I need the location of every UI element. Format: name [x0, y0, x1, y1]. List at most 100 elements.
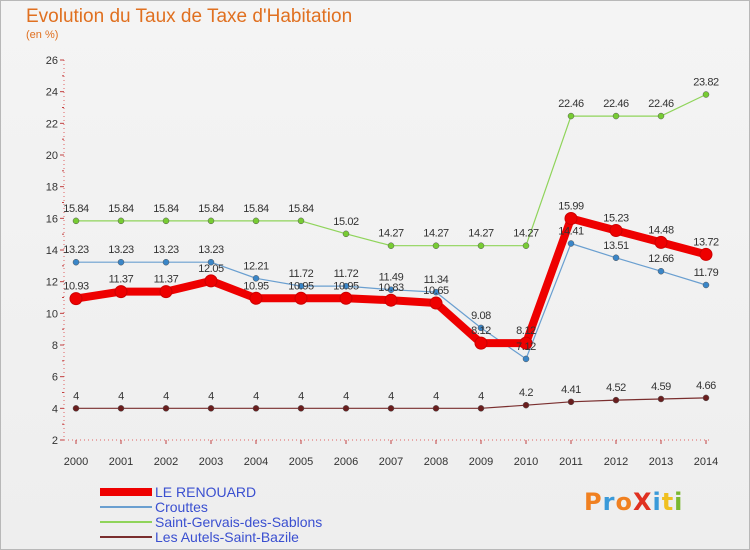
legend-item-saint-gervais: Saint-Gervais-des-Sablons — [100, 515, 400, 530]
data-point — [702, 394, 710, 402]
data-point — [117, 405, 125, 412]
legend-label-le-renouard: LE RENOUARD — [155, 484, 257, 500]
data-point — [429, 296, 443, 310]
x-tick-label: 2006 — [334, 456, 358, 468]
data-label: 10.83 — [378, 282, 404, 294]
chart-legend: LE RENOUARD Crouttes Saint-Gervais-des-S… — [100, 485, 400, 545]
legend-item-le-renouard: LE RENOUARD — [100, 485, 400, 500]
y-tick-label: 14 — [46, 245, 58, 257]
legend-label-les-autels: Les Autels-Saint-Bazile — [155, 529, 299, 545]
y-tick-label: 10 — [46, 308, 58, 320]
data-point — [297, 217, 305, 225]
data-point — [249, 291, 263, 305]
data-label: 14.27 — [513, 228, 539, 240]
data-point — [657, 267, 665, 275]
data-label: 4 — [478, 390, 484, 402]
data-point — [207, 258, 215, 266]
x-tick-label: 2010 — [514, 456, 538, 468]
y-tick-label: 20 — [46, 150, 58, 162]
y-tick-label: 12 — [46, 277, 58, 289]
data-label: 4 — [253, 390, 259, 402]
data-point — [657, 112, 665, 120]
logo-letter: i — [674, 488, 684, 516]
data-label: 10.65 — [423, 285, 449, 297]
data-point — [432, 288, 440, 296]
data-label: 4 — [208, 390, 214, 402]
data-label: 15.02 — [333, 216, 359, 228]
data-point — [522, 355, 530, 363]
data-label: 15.84 — [153, 203, 179, 215]
data-label: 13.23 — [63, 244, 89, 256]
data-label: 22.46 — [558, 98, 584, 110]
data-label: 7.12 — [516, 341, 536, 353]
data-point — [72, 258, 80, 266]
data-label: 11.72 — [289, 268, 314, 280]
data-label: 15.84 — [108, 203, 134, 215]
y-tick-label: 22 — [46, 118, 58, 130]
logo-letter: t — [661, 488, 675, 516]
data-point — [387, 405, 395, 412]
x-tick-label: 2013 — [649, 456, 673, 468]
legend-swatch-les-autels — [100, 536, 152, 538]
data-point — [297, 282, 305, 290]
data-label: 9.08 — [471, 310, 491, 322]
data-point — [609, 224, 623, 238]
data-point — [162, 258, 170, 266]
y-tick-label: 18 — [46, 182, 58, 194]
x-tick-label: 2004 — [244, 456, 268, 468]
logo-letter: r — [602, 488, 616, 516]
logo-letter: X — [632, 488, 653, 516]
data-point — [117, 258, 125, 266]
data-point — [117, 217, 125, 225]
data-label: 4.52 — [606, 382, 626, 394]
data-point — [342, 230, 350, 238]
logo-letter: i — [652, 488, 662, 516]
data-point — [654, 235, 668, 249]
series-2 — [72, 91, 710, 249]
data-point — [477, 405, 485, 412]
data-point — [207, 217, 215, 225]
data-label: 4 — [163, 390, 169, 402]
legend-item-crouttes: Crouttes — [100, 500, 400, 515]
data-label: 12.21 — [243, 260, 269, 272]
y-tick-label: 24 — [46, 87, 58, 99]
data-point — [657, 395, 665, 403]
data-point — [207, 405, 215, 412]
data-label: 15.84 — [198, 203, 224, 215]
data-point — [294, 291, 308, 305]
data-label: 11.79 — [694, 267, 719, 279]
data-label: 15.84 — [288, 203, 314, 215]
data-point — [384, 293, 398, 307]
data-point — [114, 285, 128, 299]
data-point — [522, 401, 530, 409]
legend-label-saint-gervais: Saint-Gervais-des-Sablons — [155, 514, 323, 530]
data-point — [72, 217, 80, 225]
data-label: 13.23 — [153, 244, 179, 256]
data-label: 15.99 — [558, 200, 584, 212]
proxiti-logo: ProXiti — [584, 488, 683, 516]
data-point — [474, 336, 488, 350]
data-point — [699, 247, 713, 261]
x-tick-label: 2000 — [64, 456, 88, 468]
legend-swatch-crouttes — [100, 506, 152, 508]
data-label: 10.95 — [288, 280, 314, 292]
data-label: 13.23 — [108, 244, 134, 256]
data-point — [297, 405, 305, 412]
data-label: 10.95 — [243, 280, 269, 292]
data-label: 13.72 — [693, 236, 719, 248]
data-point — [69, 292, 83, 306]
x-tick-label: 2001 — [109, 456, 133, 468]
data-point — [612, 396, 620, 404]
data-label: 4.66 — [696, 380, 716, 392]
data-point — [162, 217, 170, 225]
data-label: 14.41 — [558, 226, 584, 238]
data-label: 10.93 — [63, 281, 89, 293]
data-label: 22.46 — [603, 98, 629, 110]
data-label: 15.84 — [63, 203, 89, 215]
data-point — [432, 405, 440, 412]
x-tick-label: 2012 — [604, 456, 628, 468]
data-label: 11.34 — [424, 274, 449, 286]
series-1 — [72, 240, 710, 363]
x-tick-label: 2002 — [154, 456, 178, 468]
chart-title: Evolution du Taux de Taxe d'Habitation — [26, 6, 353, 27]
